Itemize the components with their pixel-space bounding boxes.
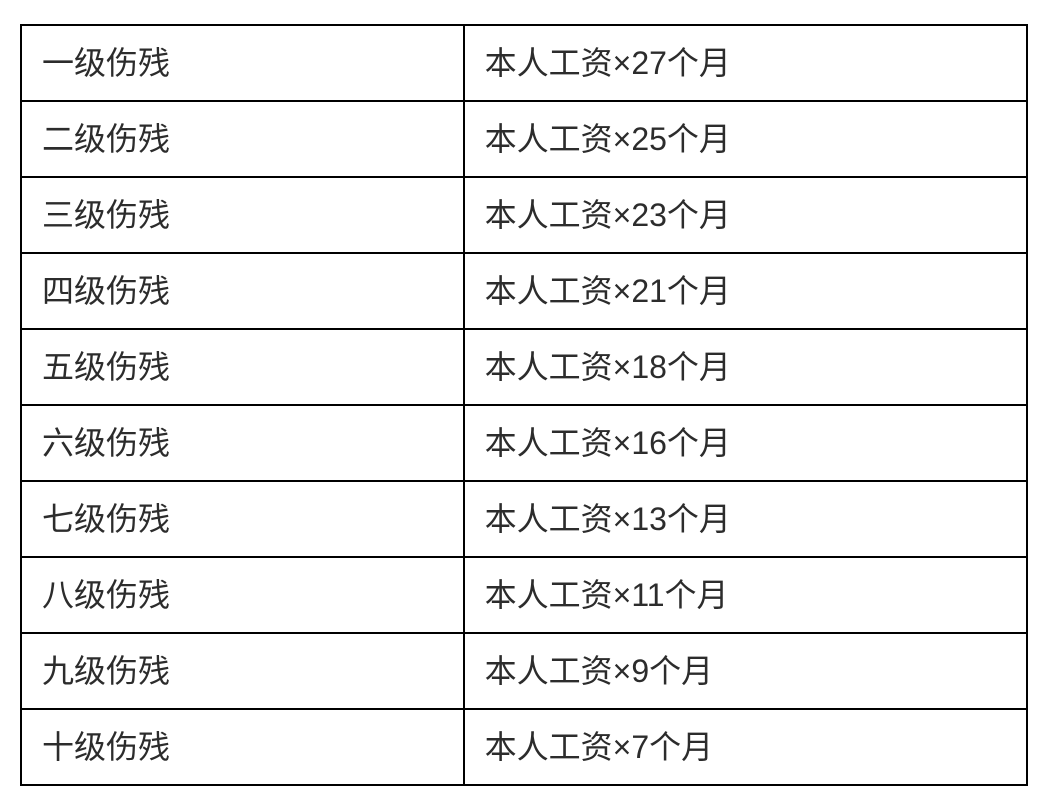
compensation-formula-cell: 本人工资×13个月 [464,481,1027,557]
compensation-formula-cell: 本人工资×18个月 [464,329,1027,405]
table-row: 九级伤残 本人工资×9个月 [21,633,1027,709]
compensation-formula-cell: 本人工资×9个月 [464,633,1027,709]
disability-level-cell: 七级伤残 [21,481,464,557]
compensation-formula-cell: 本人工资×27个月 [464,25,1027,101]
table-row: 四级伤残 本人工资×21个月 [21,253,1027,329]
table-row: 三级伤残 本人工资×23个月 [21,177,1027,253]
table-row: 五级伤残 本人工资×18个月 [21,329,1027,405]
disability-level-cell: 一级伤残 [21,25,464,101]
compensation-formula-cell: 本人工资×23个月 [464,177,1027,253]
compensation-formula-cell: 本人工资×11个月 [464,557,1027,633]
compensation-formula-cell: 本人工资×7个月 [464,709,1027,785]
table-row: 六级伤残 本人工资×16个月 [21,405,1027,481]
table-row: 一级伤残 本人工资×27个月 [21,25,1027,101]
disability-level-cell: 二级伤残 [21,101,464,177]
table-row: 七级伤残 本人工资×13个月 [21,481,1027,557]
disability-level-cell: 三级伤残 [21,177,464,253]
disability-level-cell: 五级伤残 [21,329,464,405]
compensation-formula-cell: 本人工资×25个月 [464,101,1027,177]
disability-level-cell: 十级伤残 [21,709,464,785]
disability-compensation-table: 一级伤残 本人工资×27个月 二级伤残 本人工资×25个月 三级伤残 本人工资×… [20,24,1028,786]
disability-level-cell: 九级伤残 [21,633,464,709]
disability-level-cell: 四级伤残 [21,253,464,329]
compensation-formula-cell: 本人工资×21个月 [464,253,1027,329]
disability-level-cell: 六级伤残 [21,405,464,481]
table-row: 八级伤残 本人工资×11个月 [21,557,1027,633]
disability-level-cell: 八级伤残 [21,557,464,633]
compensation-formula-cell: 本人工资×16个月 [464,405,1027,481]
table-row: 十级伤残 本人工资×7个月 [21,709,1027,785]
table-row: 二级伤残 本人工资×25个月 [21,101,1027,177]
